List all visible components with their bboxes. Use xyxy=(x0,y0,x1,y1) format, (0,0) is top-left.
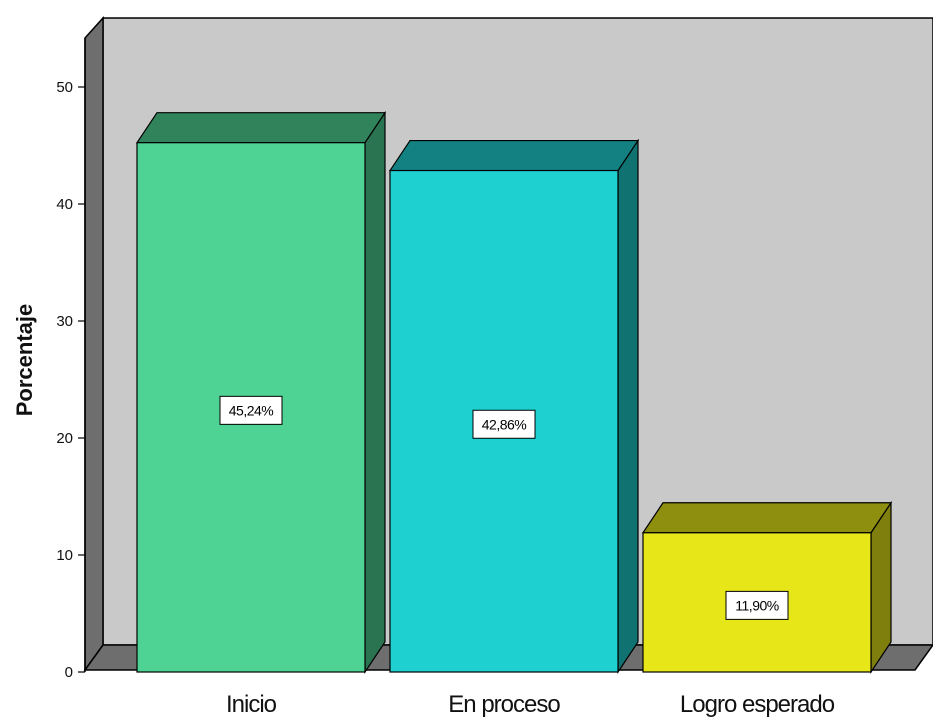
bar-en-proceso: 42,86% xyxy=(388,138,640,674)
data-label: 11,90% xyxy=(735,597,778,613)
y-ticks: 0 10 20 30 40 50 xyxy=(56,79,85,681)
y-tick-label: 50 xyxy=(56,79,73,96)
data-label: 45,24% xyxy=(229,402,274,418)
y-tick-label: 40 xyxy=(56,196,73,213)
bar-inicio: 45,24% xyxy=(135,110,387,674)
y-axis-title: Porcentaje xyxy=(12,304,37,417)
x-category-label: En proceso xyxy=(448,691,560,718)
data-label-box xyxy=(725,590,789,620)
data-label-box xyxy=(219,395,283,425)
y-tick-label: 0 xyxy=(65,664,73,681)
data-label-box xyxy=(472,409,536,439)
bars: 45,24% 42,86% 11,90% xyxy=(135,110,893,674)
x-category-label: Logro esperado xyxy=(680,691,835,718)
category-labels: Inicio En proceso Logro esperado xyxy=(226,691,836,718)
y-tick-label: 10 xyxy=(56,547,73,564)
bar-logro-esperado: 11,90% xyxy=(641,500,893,674)
y-tick-label: 20 xyxy=(56,430,73,447)
bar-side-face xyxy=(364,110,386,674)
bar-top-face xyxy=(388,139,640,172)
bar-top-face xyxy=(641,502,893,534)
left-wall xyxy=(84,16,104,673)
y-tick-label: 30 xyxy=(56,313,73,330)
bar-side-face xyxy=(617,138,639,674)
bar-top-face xyxy=(135,112,387,144)
x-category-label: Inicio xyxy=(226,691,277,718)
data-label: 42,86% xyxy=(482,416,527,432)
